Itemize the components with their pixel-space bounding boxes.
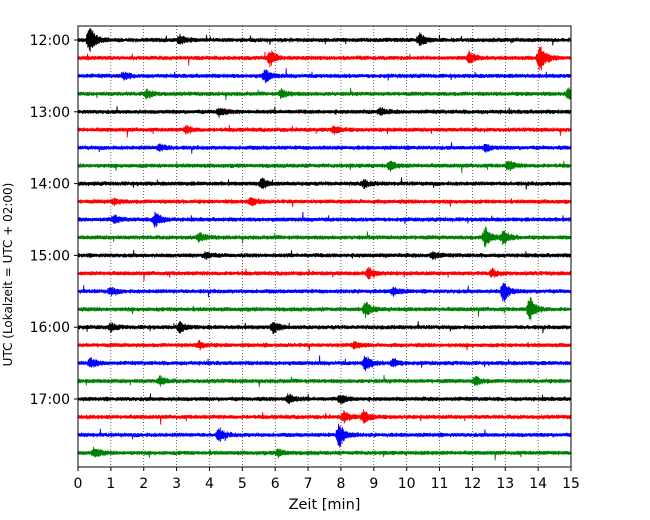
trace-line [77, 355, 572, 371]
y-tick-label: 13:00 [30, 105, 70, 121]
trace-line [77, 320, 572, 334]
trace-line [77, 196, 572, 208]
x-tick-label: 11 [431, 476, 449, 492]
trace-line [77, 87, 572, 100]
x-tick-label: 2 [139, 476, 148, 492]
x-tick-label: 12 [463, 476, 481, 492]
x-tick-label: 15 [562, 476, 580, 492]
x-tick-label: 6 [271, 476, 280, 492]
y-tick-label: 15:00 [30, 248, 70, 264]
plot-frame [77, 25, 572, 468]
trace-line [77, 142, 572, 154]
trace-line [77, 211, 572, 228]
x-tick-label: 5 [238, 476, 247, 492]
trace-line [77, 125, 572, 138]
y-axis-label: UTC (Lokalzeit = UTC + 02:00) [1, 183, 15, 367]
trace-line [77, 374, 572, 388]
trace-line [77, 249, 572, 261]
x-tick-label: 7 [304, 476, 313, 492]
trace-line [77, 282, 572, 302]
trace-line [77, 447, 572, 461]
x-tick-label: 1 [106, 476, 115, 492]
x-tick-label: 9 [369, 476, 378, 492]
x-axis-ticks: 0 1 2 3 4 5 6 7 8 9 10 11 12 13 14 15 [74, 467, 580, 492]
x-tick-label: 8 [336, 476, 345, 492]
trace-line [77, 106, 572, 118]
y-tick-label: 16:00 [30, 320, 70, 336]
trace-line [77, 177, 572, 190]
x-tick-label: 3 [172, 476, 181, 492]
trace-line [77, 409, 572, 425]
trace-line [77, 297, 572, 321]
y-tick-label: 17:00 [30, 392, 70, 408]
trace-line [77, 46, 572, 71]
x-tick-label: 4 [205, 476, 214, 492]
trace-line [77, 266, 572, 282]
y-tick-label: 12:00 [30, 33, 70, 49]
trace-line [77, 28, 572, 52]
y-tick-label: 14:00 [30, 177, 70, 193]
trace-line [77, 423, 572, 448]
x-tick-label: 10 [398, 476, 416, 492]
trace-line [77, 393, 572, 405]
y-axis-ticks: 12:00 13:00 14:00 15:00 16:00 17:00 [30, 33, 78, 408]
trace-line [77, 68, 572, 84]
trace-line [77, 226, 572, 248]
seismogram-traces [77, 28, 572, 461]
x-axis-label: Zeit [min] [289, 497, 361, 513]
x-tick-label: 0 [74, 476, 83, 492]
x-tick-label: 13 [496, 476, 514, 492]
trace-line [77, 160, 572, 174]
x-tick-label: 14 [529, 476, 547, 492]
trace-line [77, 339, 572, 351]
